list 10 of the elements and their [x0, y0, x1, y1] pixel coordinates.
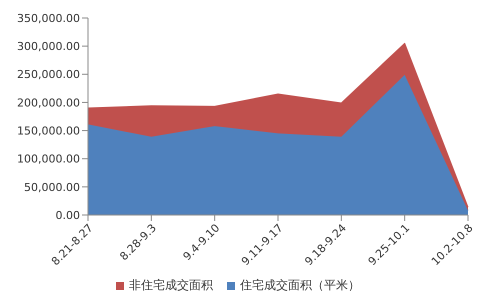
y-tick-label: 300,000.00: [17, 40, 80, 54]
y-tick-label: 200,000.00: [17, 96, 80, 110]
y-tick-label: 50,000.00: [24, 180, 80, 194]
y-tick-label: 100,000.00: [17, 152, 80, 166]
y-tick-label: 0.00: [56, 208, 80, 222]
legend-label: 住宅成交面积（平米）: [239, 277, 360, 294]
y-tick-label: 250,000.00: [17, 68, 80, 82]
y-tick-label: 350,000.00: [17, 12, 80, 25]
legend-label: 非住宅成交面积: [128, 277, 213, 294]
y-tick-label: 150,000.00: [17, 124, 80, 138]
